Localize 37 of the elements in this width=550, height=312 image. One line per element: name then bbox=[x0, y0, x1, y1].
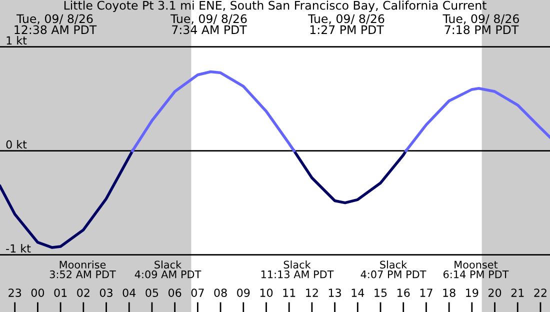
x-tick-label: 05 bbox=[146, 288, 158, 297]
x-tick-label: 11 bbox=[283, 288, 296, 297]
annotation: Moonrise 3:52 AM PDT bbox=[50, 260, 116, 278]
chart-title: Little Coyote Pt 3.1 mi ENE, South San Francisco Bay, California Current bbox=[64, 0, 486, 12]
x-tick-label: 20 bbox=[488, 288, 502, 297]
x-tick-label: 07 bbox=[191, 288, 204, 297]
x-tick-label: 16 bbox=[398, 288, 410, 297]
annotation: Slack 4:09 AM PDT bbox=[134, 260, 202, 278]
x-tick-label: 09 bbox=[237, 288, 250, 297]
x-tick-label: 14 bbox=[352, 288, 364, 297]
x-tick-label: 13 bbox=[328, 288, 341, 297]
annotation: Tue, 09/ 8/26 7:34 AM PDT bbox=[170, 14, 247, 34]
x-tick-label: 19 bbox=[466, 288, 478, 297]
annotation: Slack 11:13 AM PDT bbox=[261, 260, 334, 278]
x-tick-label: 15 bbox=[374, 288, 387, 297]
x-tick-label: 08 bbox=[214, 288, 227, 297]
y-tick-label: 0 kt bbox=[6, 140, 27, 149]
y-tick-label: -1 kt bbox=[6, 244, 31, 252]
annotation: Tue, 09/ 8/26 12:38 AM PDT bbox=[14, 14, 97, 34]
annotation: Moonset 6:14 PM PDT bbox=[444, 260, 509, 278]
y-tick-label: 1 kt bbox=[6, 36, 27, 44]
x-tick-label: 18 bbox=[443, 288, 456, 297]
x-tick-label: 03 bbox=[100, 288, 112, 297]
x-tick-label: 10 bbox=[260, 288, 273, 297]
x-tick-label: 22 bbox=[534, 288, 546, 297]
x-tick-label: 23 bbox=[8, 288, 22, 297]
x-tick-label: 04 bbox=[122, 288, 136, 297]
x-tick-label: 02 bbox=[77, 288, 90, 297]
annotation: Tue, 09/ 8/26 7:18 PM PDT bbox=[442, 14, 519, 34]
x-tick-label: 17 bbox=[420, 288, 432, 297]
x-tick-label: 00 bbox=[31, 288, 44, 297]
x-tick-label: 01 bbox=[54, 288, 67, 297]
x-tick-label: 12 bbox=[306, 288, 318, 297]
annotation: Tue, 09/ 8/26 1:27 PM PDT bbox=[308, 14, 384, 34]
annotation: Slack 4:07 PM PDT bbox=[360, 260, 426, 278]
x-tick-label: 21 bbox=[511, 288, 524, 297]
x-tick-label: 06 bbox=[168, 288, 182, 297]
